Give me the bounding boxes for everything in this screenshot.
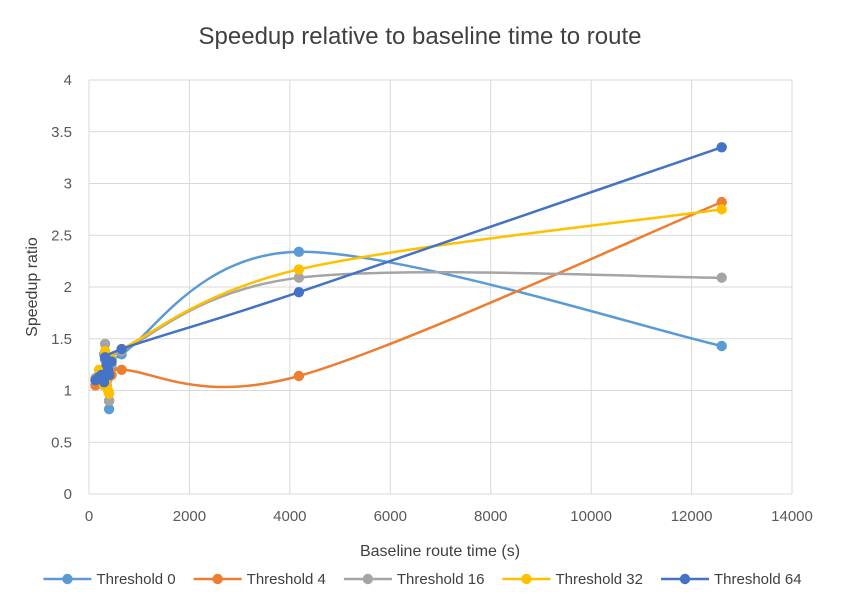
x-tick-labels: 0 2000 4000 6000 8000 10000 12000 14000 [85,508,813,525]
legend-item: Threshold 4 [193,571,326,588]
legend-item: Threshold 32 [502,571,643,588]
y-tick-label: 1 [64,383,72,400]
chart-title: Speedup relative to baseline time to rou… [199,23,642,50]
y-tick-label: 0 [64,486,72,503]
data-point [103,388,115,399]
data-point [716,272,727,283]
data-point [293,246,305,258]
legend-label: Threshold 32 [555,571,643,588]
legend-item: Threshold 0 [43,571,176,588]
data-point [293,264,305,275]
legend-label: Threshold 0 [96,571,175,588]
data-point [106,356,117,367]
x-tick-label: 10000 [570,508,612,525]
data-point [716,340,727,352]
x-tick-label: 12000 [671,508,713,525]
data-point [293,272,305,283]
series-layer [90,142,727,415]
x-tick-label: 8000 [474,508,507,525]
data-point [103,403,115,415]
data-point [116,364,127,375]
legend-marker [679,573,691,585]
data-point [116,343,127,355]
x-tick-label: 2000 [173,508,206,525]
data-point [293,286,305,298]
legend-item: Threshold 16 [343,571,485,588]
y-tick-label: 3.5 [51,124,72,141]
legend-item: Threshold 64 [661,571,802,588]
data-point [716,142,727,153]
data-point [103,395,115,407]
legend-label: Threshold 16 [397,571,485,588]
gridlines [88,79,793,495]
y-tick-label: 2 [64,279,72,296]
legend-label: Threshold 64 [714,571,802,588]
y-tick-label: 2.5 [51,227,72,244]
y-axis-label: Speedup ratio [24,237,41,337]
legend-label: Threshold 4 [247,571,326,588]
y-tick-label: 1.5 [51,331,72,348]
y-tick-labels: 0 0.5 1 1.5 2 2.5 3 3.5 4 [51,72,72,503]
legend-marker [62,573,73,585]
legend-marker [212,573,223,585]
x-tick-label: 4000 [273,508,306,525]
data-point [716,196,727,208]
legend-marker [362,573,374,585]
data-point [98,377,110,388]
series-4 [90,142,727,388]
legend: Threshold 0 Threshold 4 Threshold 16 Thresh… [43,571,802,588]
data-point [293,370,305,382]
x-tick-label: 6000 [374,508,407,525]
x-tick-label: 14000 [771,508,813,525]
data-point [99,338,111,350]
x-axis-label: Baseline route time (s) [360,543,520,560]
y-tick-label: 0.5 [51,434,72,451]
data-point [103,369,115,381]
y-tick-label: 4 [64,72,72,89]
legend-marker [521,573,532,585]
y-tick-label: 3 [64,176,72,193]
data-point [716,204,727,215]
x-tick-label: 0 [85,508,93,525]
